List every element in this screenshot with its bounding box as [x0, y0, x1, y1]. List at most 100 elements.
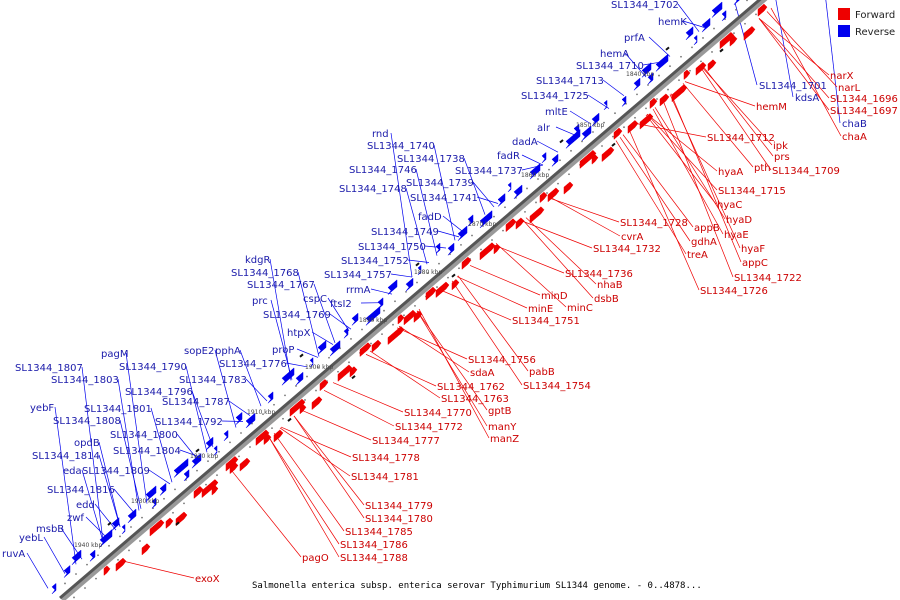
gene-label-sl1344-1696[interactable]: SL1344_1696: [830, 94, 898, 105]
gene-label-sl1344-1750[interactable]: SL1344_1750: [358, 242, 426, 253]
gene-label-pth[interactable]: pth: [754, 163, 771, 174]
forward-feature[interactable]: [547, 187, 560, 203]
reverse-feature[interactable]: [447, 242, 455, 256]
gene-label-sl1344-1710[interactable]: SL1344_1710: [576, 61, 644, 72]
gene-label-sl1344-1715[interactable]: SL1344_1715: [718, 186, 786, 197]
reverse-feature[interactable]: [387, 279, 398, 295]
reverse-feature[interactable]: [701, 17, 711, 33]
gene-label-kdgr[interactable]: kdgR: [245, 255, 270, 266]
gene-label-zwf[interactable]: zwf: [67, 513, 84, 524]
gene-label-sdaa[interactable]: sdaA: [470, 368, 495, 379]
reverse-feature[interactable]: [183, 469, 190, 482]
reverse-feature[interactable]: [235, 411, 243, 425]
gene-label-sl1344-1781[interactable]: SL1344_1781: [351, 472, 419, 483]
gene-label-sl1344-1780[interactable]: SL1344_1780: [365, 514, 433, 525]
gene-label-hyad[interactable]: hyaD: [726, 215, 752, 226]
gene-label-sl1344-1713[interactable]: SL1344_1713: [536, 76, 604, 87]
gene-label-sl1344-1726[interactable]: SL1344_1726: [700, 286, 768, 297]
gene-label-sl1344-1709[interactable]: SL1344_1709: [772, 166, 840, 177]
gene-label-sl1344-1807[interactable]: SL1344_1807: [15, 363, 83, 374]
gene-label-rnd[interactable]: rnd: [372, 129, 389, 140]
gene-label-sl1344-1732[interactable]: SL1344_1732: [593, 244, 661, 255]
reverse-feature[interactable]: [351, 312, 359, 326]
gene-label-sl1344-1748[interactable]: SL1344_1748: [339, 184, 407, 195]
gene-label-fadd[interactable]: fadD: [418, 212, 442, 223]
gene-label-sl1344-1756[interactable]: SL1344_1756: [468, 355, 536, 366]
forward-feature[interactable]: [299, 403, 307, 415]
gene-label-alr[interactable]: alr: [537, 123, 551, 134]
gene-label-sl1344-1741[interactable]: SL1344_1741: [410, 193, 478, 204]
reverse-feature[interactable]: [551, 153, 559, 167]
gene-label-eda[interactable]: eda: [63, 466, 82, 477]
reverse-feature[interactable]: [173, 458, 189, 478]
gene-label-hyae[interactable]: hyaE: [724, 230, 749, 241]
gene-label-hyaf[interactable]: hyaF: [741, 244, 765, 255]
reverse-feature[interactable]: [205, 436, 214, 451]
reverse-feature[interactable]: [63, 564, 71, 578]
gene-label-sl1344-1796[interactable]: SL1344_1796: [125, 387, 193, 398]
forward-feature[interactable]: [263, 433, 272, 446]
reverse-feature[interactable]: [655, 53, 669, 72]
reverse-feature[interactable]: [685, 26, 694, 40]
reverse-feature[interactable]: [309, 357, 314, 368]
gene-label-prop[interactable]: proP: [272, 345, 294, 356]
gene-label-pago[interactable]: pagO: [302, 553, 329, 564]
forward-feature[interactable]: [141, 543, 151, 556]
gene-label-mine[interactable]: minE: [528, 304, 553, 315]
gene-label-sl1344-1788[interactable]: SL1344_1788: [340, 553, 408, 564]
gene-label-hyaa[interactable]: hyaA: [718, 167, 743, 178]
gene-label-sl1344-1736[interactable]: SL1344_1736: [565, 269, 633, 280]
forward-feature[interactable]: [563, 181, 574, 195]
gene-label-sl1344-1814[interactable]: SL1344_1814: [32, 451, 100, 462]
gene-label-sope2[interactable]: sopE2: [184, 346, 214, 357]
reverse-feature[interactable]: [573, 123, 580, 136]
reverse-feature[interactable]: [127, 508, 137, 524]
forward-feature[interactable]: [387, 326, 405, 346]
gene-label-yebl[interactable]: yebL: [19, 533, 43, 544]
gene-label-sl1344-1697[interactable]: SL1344_1697: [830, 106, 898, 117]
forward-feature[interactable]: [413, 310, 423, 323]
forward-feature[interactable]: [103, 565, 111, 576]
forward-feature[interactable]: [539, 191, 548, 204]
reverse-feature[interactable]: [213, 445, 218, 456]
gene-label-ruva[interactable]: ruvA: [2, 549, 25, 560]
forward-feature[interactable]: [639, 113, 654, 130]
gene-label-sl1344-1792[interactable]: SL1344_1792: [155, 417, 223, 428]
forward-feature[interactable]: [683, 69, 691, 81]
gene-label-sl1344-1737[interactable]: SL1344_1737: [455, 166, 523, 177]
forward-feature[interactable]: [627, 120, 639, 134]
forward-feature[interactable]: [695, 61, 707, 76]
forward-feature[interactable]: [289, 398, 306, 417]
gene-label-nhab[interactable]: nhaB: [597, 280, 623, 291]
forward-feature[interactable]: [149, 519, 165, 537]
reverse-feature[interactable]: [733, 0, 740, 5]
forward-feature[interactable]: [613, 127, 623, 140]
gene-label-sl1344-1804[interactable]: SL1344_1804: [113, 446, 181, 457]
reverse-feature[interactable]: [633, 77, 641, 91]
gene-label-sl1344-1738[interactable]: SL1344_1738: [397, 154, 465, 165]
gene-label-sl1344-1786[interactable]: SL1344_1786: [340, 540, 408, 551]
reverse-feature[interactable]: [377, 297, 384, 310]
gene-label-sl1344-1728[interactable]: SL1344_1728: [620, 218, 688, 229]
forward-feature[interactable]: [671, 84, 688, 103]
forward-feature[interactable]: [211, 485, 219, 496]
forward-feature[interactable]: [239, 457, 251, 472]
gene-label-cspc[interactable]: cspC: [303, 294, 327, 305]
forward-feature[interactable]: [273, 429, 284, 443]
gene-label-sl1344-1751[interactable]: SL1344_1751: [512, 316, 580, 327]
gene-label-sl1344-1816[interactable]: SL1344_1816: [47, 485, 115, 496]
gene-label-sl1344-1763[interactable]: SL1344_1763: [441, 394, 509, 405]
gene-label-sl1344-1809[interactable]: SL1344_1809: [82, 466, 150, 477]
forward-feature[interactable]: [349, 366, 358, 378]
forward-feature[interactable]: [193, 485, 204, 499]
gene-label-hemk[interactable]: hemK: [658, 17, 687, 28]
reverse-feature[interactable]: [295, 371, 304, 386]
gene-label-edd[interactable]: edd: [76, 500, 95, 511]
gene-label-exox[interactable]: exoX: [195, 574, 220, 585]
gene-label-sl1344-1808[interactable]: SL1344_1808: [53, 416, 121, 427]
gene-label-many[interactable]: manY: [488, 422, 517, 433]
gene-label-sl1344-1722[interactable]: SL1344_1722: [734, 273, 802, 284]
gene-label-sl1344-1757[interactable]: SL1344_1757: [324, 270, 392, 281]
gene-label-trea[interactable]: treA: [687, 250, 708, 261]
reverse-feature[interactable]: [693, 34, 698, 46]
